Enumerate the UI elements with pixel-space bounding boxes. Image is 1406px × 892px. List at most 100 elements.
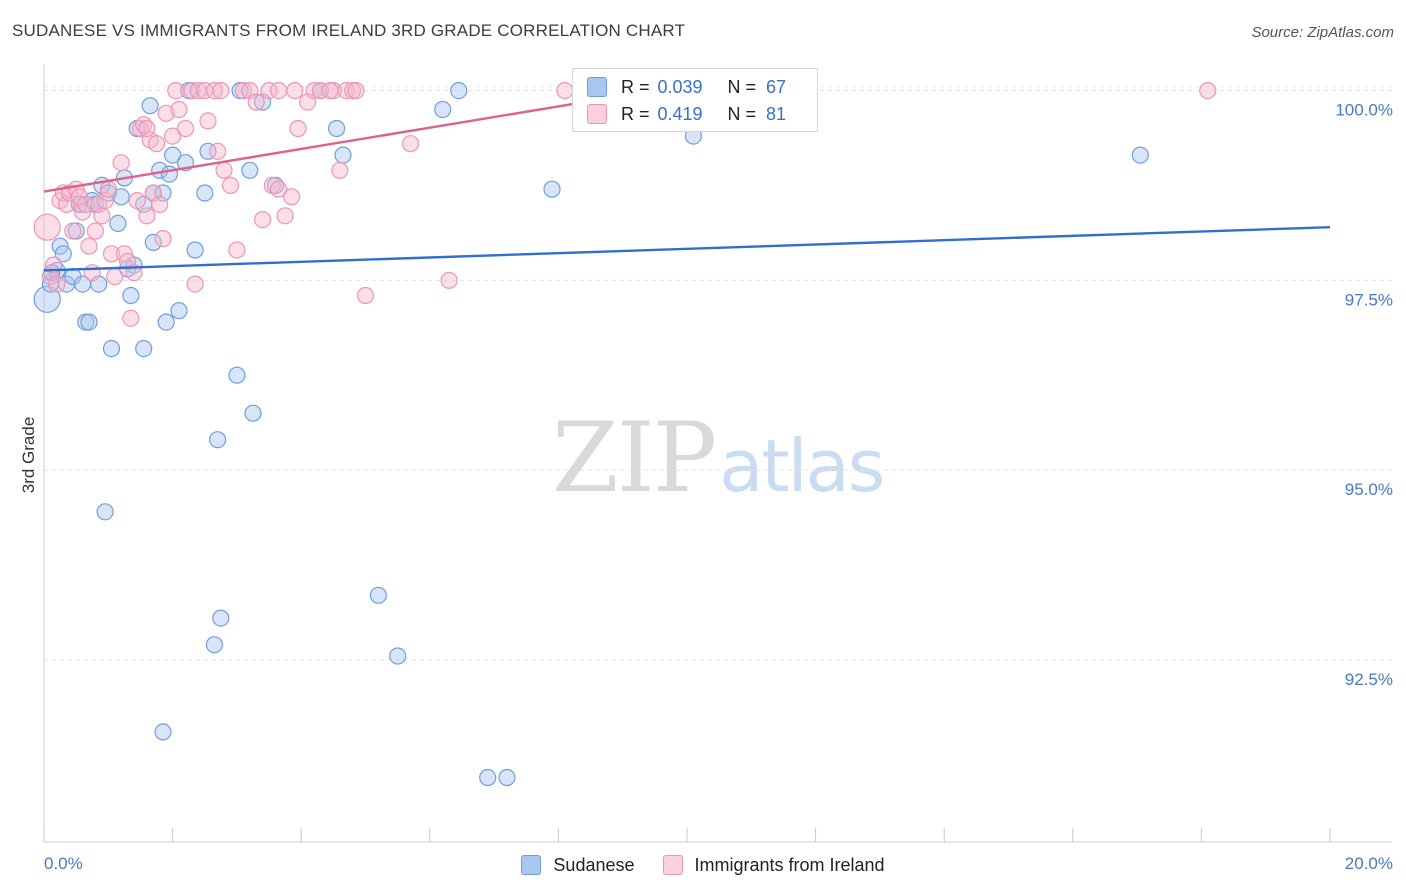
sudanese-point <box>144 233 162 251</box>
ireland-point <box>215 161 233 179</box>
ireland-point <box>154 230 172 248</box>
ireland-point <box>286 81 304 100</box>
ireland-point <box>321 81 339 100</box>
sudanese-point <box>479 768 497 787</box>
ireland-point <box>151 195 169 213</box>
ireland-point <box>106 267 124 286</box>
sudanese-point <box>498 768 516 787</box>
sudanese-point <box>154 723 172 741</box>
ireland-point <box>164 127 182 145</box>
sudanese-point <box>112 188 130 206</box>
ireland-point <box>186 275 204 293</box>
ireland-point <box>167 81 185 100</box>
sudanese-point <box>199 142 217 160</box>
ireland-point <box>83 264 101 282</box>
ireland-point <box>205 81 223 100</box>
x-tick-label: 20.0% <box>1345 854 1393 873</box>
y-axis-label: 3rd Grade <box>19 417 38 494</box>
ireland-point <box>170 100 188 119</box>
sudanese-point <box>228 366 246 384</box>
sudanese-point <box>54 245 72 263</box>
legend-n-label: N = <box>727 103 757 124</box>
sudanese-point <box>328 119 346 138</box>
legend-row-sudanese: R = 0.039 N = 67 <box>587 74 786 100</box>
ireland-point <box>283 188 301 206</box>
y-tick-label: 97.5% <box>1345 290 1393 309</box>
ireland-point <box>556 81 574 100</box>
ireland-point <box>48 275 66 293</box>
ireland-point <box>183 81 201 100</box>
ireland-point <box>80 237 98 255</box>
ireland-point <box>311 81 330 100</box>
sudanese-points <box>33 81 1149 787</box>
sudanese-point <box>450 81 468 100</box>
series-legend: Sudanese Immigrants from Ireland <box>0 852 1406 878</box>
legend-n-value: 67 <box>766 76 787 97</box>
ireland-point <box>254 211 272 229</box>
ireland-point <box>1199 81 1217 100</box>
legend-item-sudanese[interactable]: Sudanese <box>521 855 635 876</box>
ireland-point <box>138 119 156 138</box>
sudanese-point <box>96 503 114 521</box>
watermark-zip: ZIP <box>552 402 717 514</box>
legend-r-label: R = <box>621 76 650 97</box>
ireland-point <box>86 222 105 240</box>
y-tick-label: 100.0% <box>1335 101 1393 120</box>
sudanese-point <box>186 241 204 259</box>
sudanese-point <box>543 180 561 198</box>
legend-swatch-pink <box>662 855 683 875</box>
ireland-point <box>260 81 278 100</box>
sudanese-point <box>122 286 140 305</box>
ireland-point <box>122 309 140 327</box>
ireland-point <box>176 119 195 138</box>
ireland-point <box>401 135 420 153</box>
ireland-point <box>270 180 288 198</box>
ireland-point <box>234 81 252 100</box>
legend-label-ireland: Immigrants from Ireland <box>694 854 885 875</box>
sudanese-trend-line <box>43 225 1331 272</box>
legend-r-value: 0.419 <box>657 103 703 124</box>
sudanese-point <box>241 161 259 179</box>
y-tick-label: 95.0% <box>1345 480 1393 499</box>
ireland-point <box>33 213 61 241</box>
ireland-point <box>147 135 166 153</box>
legend-row-ireland: R = 0.419 N = 81 <box>587 101 786 127</box>
ireland-point <box>440 271 458 289</box>
ireland-point <box>77 195 95 213</box>
sudanese-point <box>434 100 452 119</box>
ireland-point <box>356 286 375 305</box>
ireland-point <box>199 112 217 130</box>
sudanese-point <box>160 165 178 183</box>
legend-swatch-pink <box>587 104 607 124</box>
sudanese-point <box>80 313 98 331</box>
axis-labels: 100.0% 97.5% 95.0% 92.5% 0.0% 20.0% 3rd Grade <box>19 101 1393 873</box>
sudanese-point <box>33 285 61 313</box>
ireland-point <box>209 142 227 160</box>
ireland-point <box>221 176 240 194</box>
ireland-point <box>276 207 294 225</box>
ireland-point <box>128 192 146 210</box>
sudanese-point <box>205 636 223 654</box>
y-tick-label: 92.5% <box>1345 670 1393 689</box>
ireland-point <box>247 93 265 111</box>
sudanese-point <box>244 404 262 422</box>
sudanese-point <box>170 302 188 320</box>
sudanese-point <box>135 340 153 358</box>
sudanese-point <box>102 340 121 358</box>
legend-n-label: N = <box>727 76 757 97</box>
ireland-point <box>64 222 82 240</box>
legend-r-label: R = <box>621 103 650 124</box>
watermark-atlas: atlas <box>719 424 885 508</box>
axes <box>43 64 1392 843</box>
ireland-point <box>228 241 246 259</box>
ireland-point <box>138 207 156 225</box>
ireland-point <box>331 161 349 179</box>
ireland-point <box>157 104 175 122</box>
sudanese-point <box>334 146 352 164</box>
watermark: ZIPatlas <box>552 402 885 514</box>
legend-item-ireland[interactable]: Immigrants from Ireland <box>662 854 885 876</box>
sudanese-point <box>389 647 407 665</box>
ireland-point <box>93 207 111 225</box>
source-credit: Source: ZipAtlas.com <box>1251 24 1394 41</box>
sudanese-point <box>212 609 230 627</box>
